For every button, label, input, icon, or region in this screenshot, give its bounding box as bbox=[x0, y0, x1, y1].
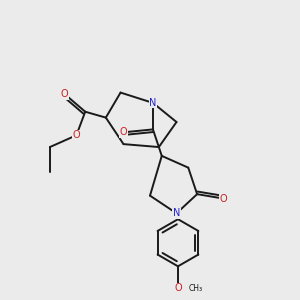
Text: O: O bbox=[174, 284, 182, 293]
Text: O: O bbox=[73, 130, 80, 140]
Text: O: O bbox=[61, 89, 68, 99]
Text: N: N bbox=[173, 208, 180, 218]
Text: O: O bbox=[220, 194, 227, 204]
Text: N: N bbox=[149, 98, 157, 108]
Text: O: O bbox=[120, 127, 127, 137]
Text: CH₃: CH₃ bbox=[188, 284, 203, 293]
